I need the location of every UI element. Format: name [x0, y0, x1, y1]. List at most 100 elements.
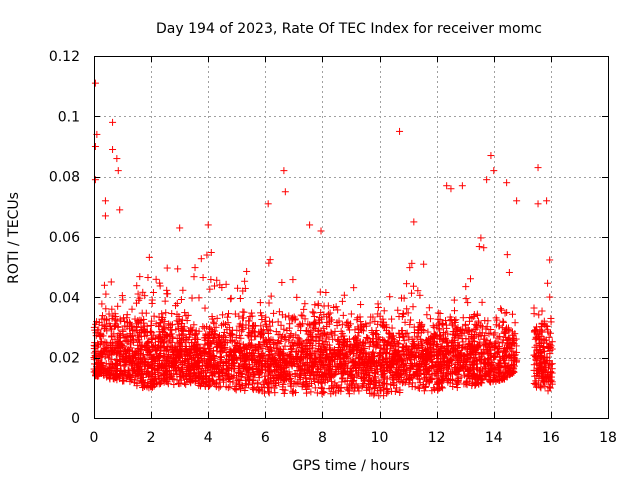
x-axis-label: GPS time / hours — [292, 458, 409, 474]
data-point — [101, 338, 109, 346]
data-point — [101, 197, 109, 205]
data-point — [182, 381, 190, 389]
data-point — [317, 227, 325, 235]
data-point — [143, 331, 151, 339]
x-tick-label: 2 — [147, 430, 156, 446]
data-point — [499, 317, 507, 325]
data-point — [219, 343, 227, 351]
data-point — [447, 185, 455, 193]
data-point — [134, 290, 142, 298]
data-point — [506, 352, 514, 360]
data-point — [263, 343, 271, 351]
data-point — [274, 331, 282, 339]
data-point — [548, 360, 556, 368]
data-point — [211, 282, 219, 290]
data-point — [310, 309, 318, 317]
data-point — [272, 345, 280, 353]
data-point — [505, 268, 513, 276]
data-point — [327, 328, 335, 336]
data-point — [500, 318, 508, 326]
data-point — [478, 298, 486, 306]
data-point — [434, 309, 442, 317]
data-point — [292, 347, 300, 355]
data-point — [459, 314, 467, 322]
data-point — [436, 310, 444, 318]
data-point — [102, 305, 110, 313]
data-point — [136, 273, 144, 281]
data-point — [288, 388, 296, 396]
data-point — [313, 389, 321, 397]
data-point — [183, 317, 191, 325]
y-tick-labels: 0 0.02 0.04 0.06 0.08 0.1 0.12 — [49, 49, 80, 427]
data-point — [414, 384, 422, 392]
data-point — [105, 310, 113, 318]
data-point — [338, 321, 346, 329]
data-point — [498, 306, 506, 314]
data-point — [181, 346, 189, 354]
data-point — [415, 384, 423, 392]
data-point — [409, 303, 417, 311]
data-point — [307, 388, 315, 396]
data-point — [133, 282, 141, 290]
data-point — [116, 206, 124, 214]
data-point — [311, 384, 319, 392]
data-point — [408, 259, 416, 267]
data-point — [190, 321, 198, 329]
data-point — [513, 197, 521, 205]
data-point — [101, 212, 109, 220]
data-point — [543, 197, 551, 205]
data-point — [265, 299, 273, 307]
data-point — [388, 315, 396, 323]
data-point — [114, 167, 122, 175]
data-point — [319, 331, 327, 339]
data-point — [222, 280, 230, 288]
data-point — [444, 330, 452, 338]
data-point — [403, 305, 411, 313]
data-point — [416, 379, 424, 387]
data-point — [220, 376, 228, 384]
data-point — [139, 288, 147, 296]
data-point — [465, 317, 473, 325]
data-point — [399, 310, 407, 318]
data-point — [480, 244, 488, 252]
data-point — [280, 389, 288, 397]
data-point — [416, 291, 424, 299]
data-point — [147, 321, 155, 329]
data-point — [236, 320, 244, 328]
data-point — [458, 335, 466, 343]
data-point — [248, 309, 256, 317]
data-point — [311, 301, 319, 309]
data-point — [405, 335, 413, 343]
data-point — [220, 328, 228, 336]
data-point — [195, 294, 203, 302]
data-point — [215, 384, 223, 392]
data-point — [109, 146, 117, 154]
data-point — [357, 301, 365, 309]
data-point — [442, 371, 450, 379]
data-points — [90, 79, 556, 400]
data-point — [508, 328, 516, 336]
data-point — [206, 285, 214, 293]
data-point — [128, 305, 136, 313]
data-point — [453, 380, 461, 388]
data-point — [100, 281, 108, 289]
data-point — [498, 324, 506, 332]
data-point — [453, 384, 461, 392]
data-point — [489, 344, 497, 352]
data-point — [227, 294, 235, 302]
data-point — [301, 300, 309, 308]
data-point — [134, 345, 142, 353]
data-point — [256, 299, 264, 307]
data-point — [501, 309, 509, 317]
data-point — [107, 278, 115, 286]
data-point — [474, 317, 482, 325]
x-tick-label: 12 — [428, 430, 446, 446]
data-point — [404, 309, 412, 317]
data-point — [245, 324, 253, 332]
data-point — [358, 366, 366, 374]
data-point — [487, 152, 495, 160]
data-point — [163, 264, 171, 272]
data-point — [163, 290, 171, 298]
y-tick-label: 0.06 — [49, 230, 80, 246]
data-point — [462, 283, 470, 291]
